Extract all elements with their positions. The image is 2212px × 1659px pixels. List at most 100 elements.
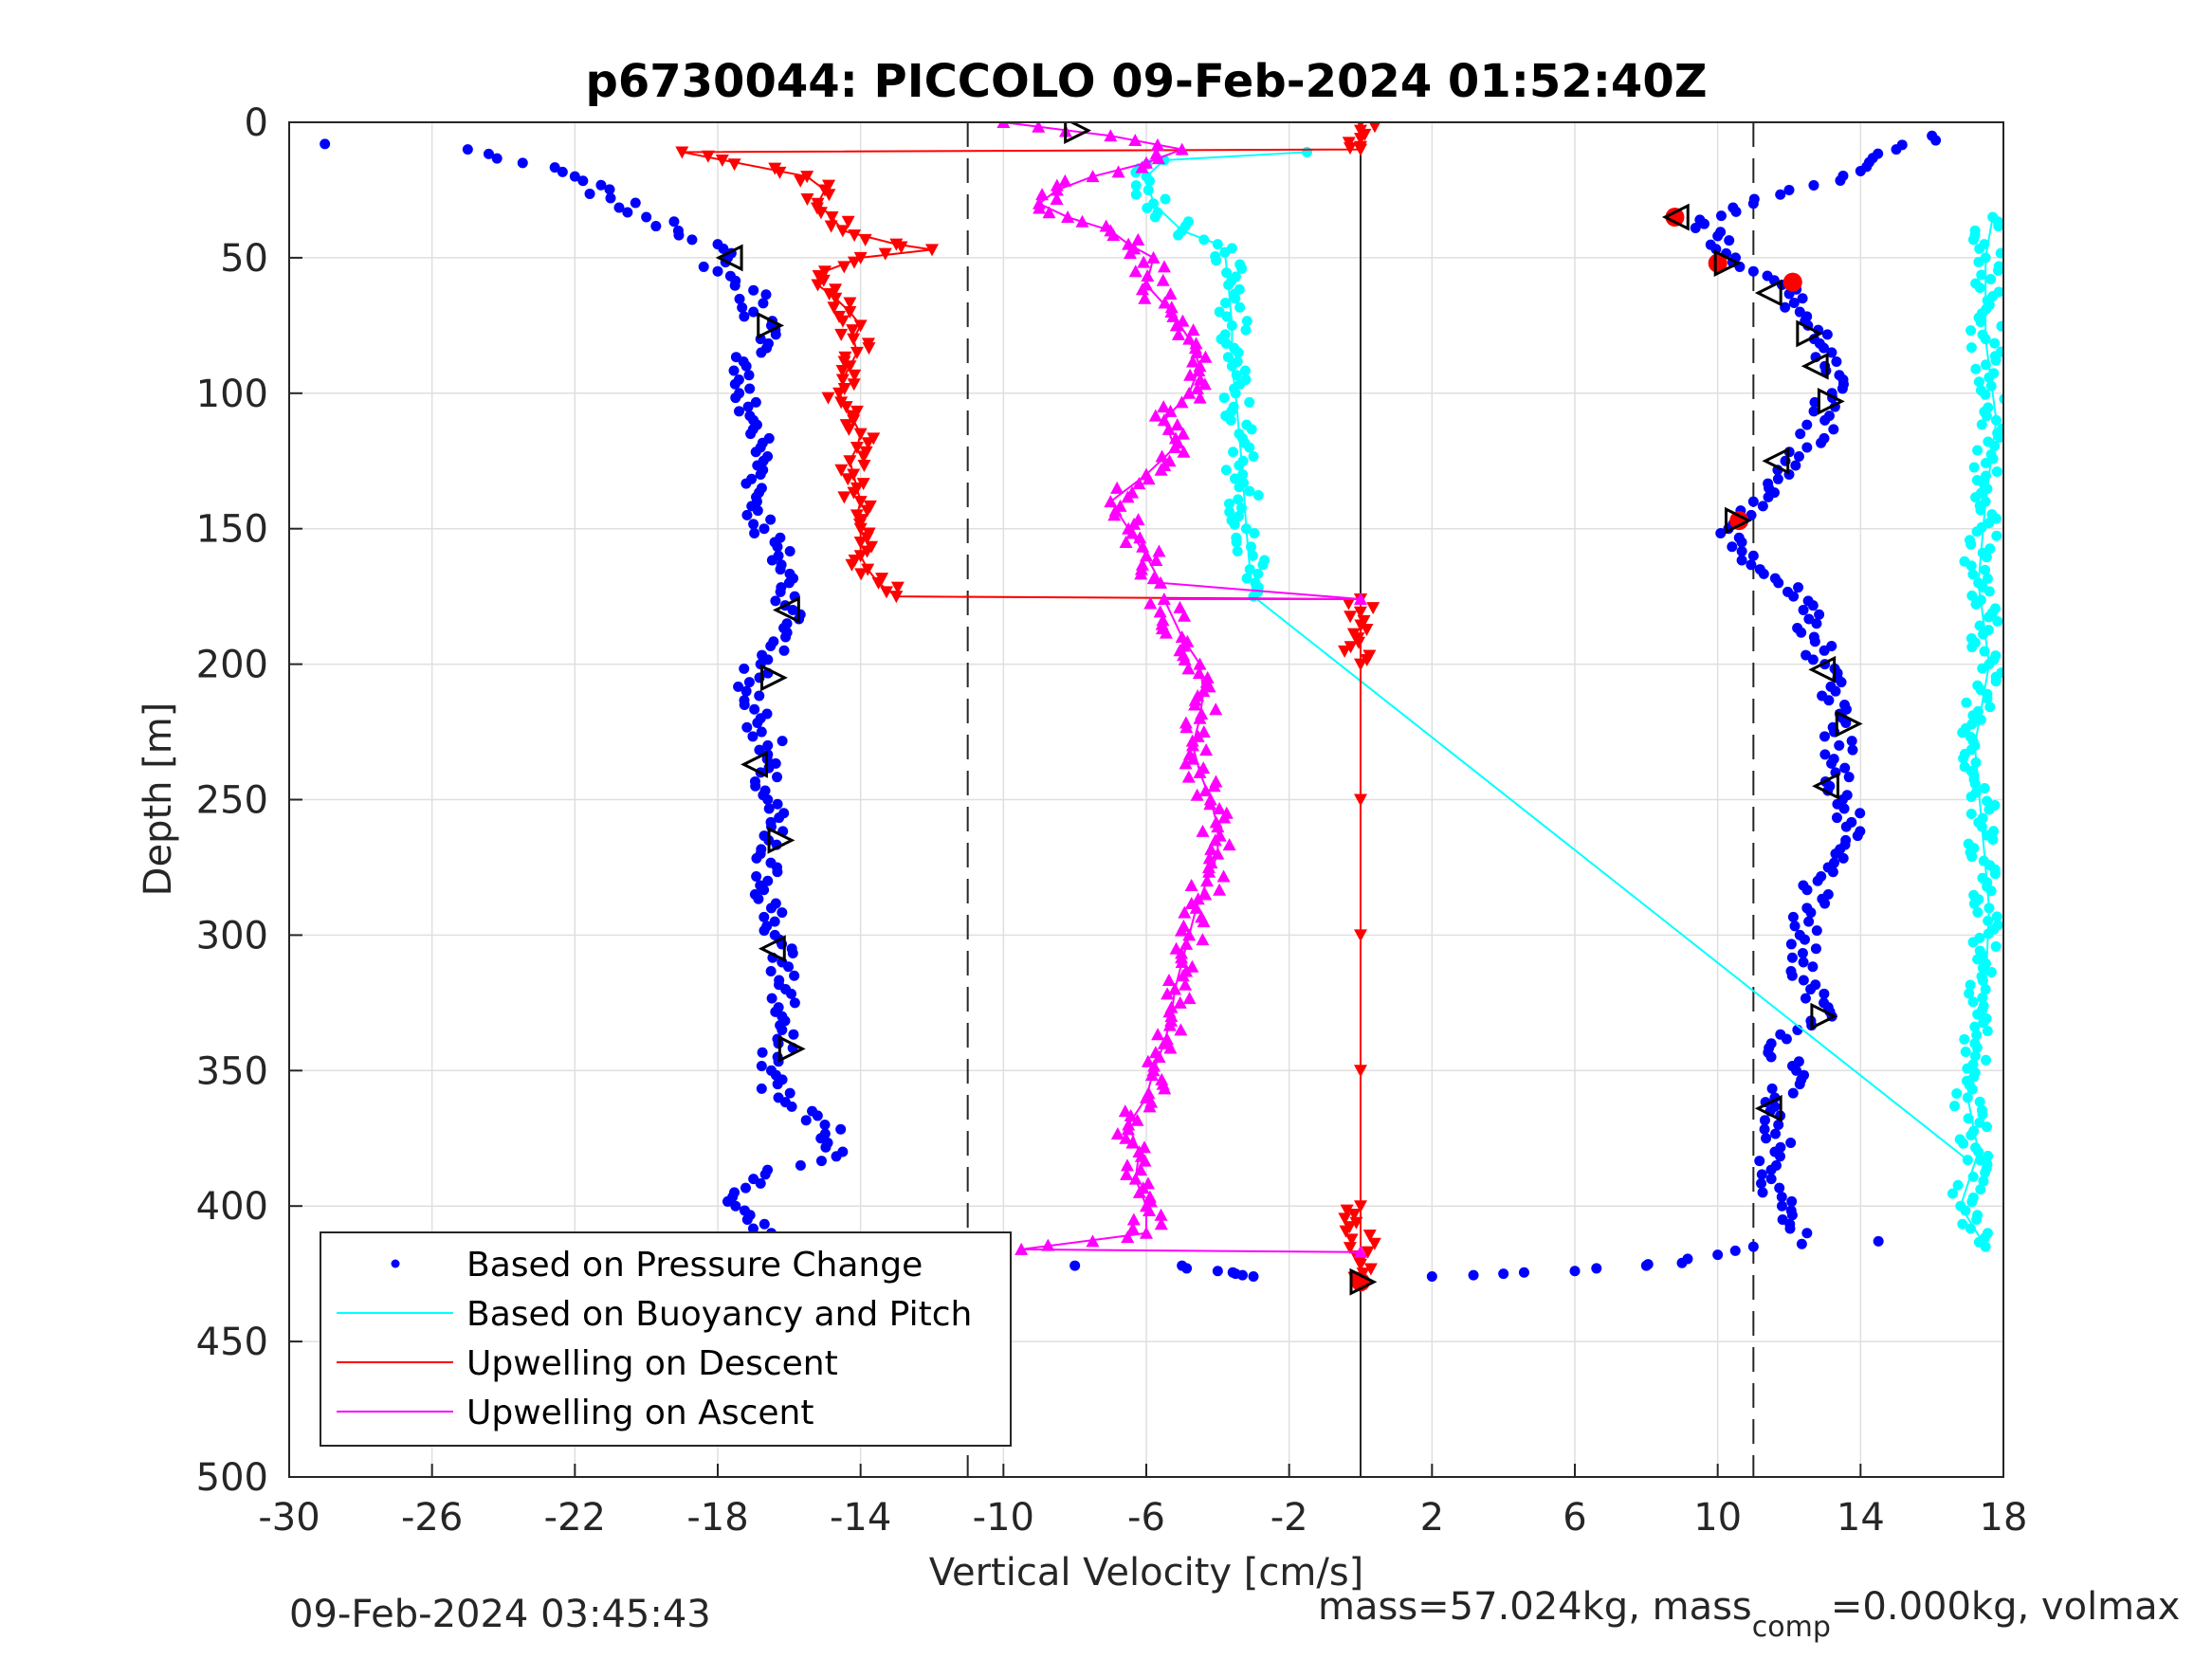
upwelling-on-ascent-point — [1137, 255, 1151, 268]
based-on-pressure-change-point — [1774, 1151, 1785, 1162]
upwelling-on-ascent-point — [1118, 1104, 1132, 1118]
based-on-buoyancy-and-pitch-point — [1973, 256, 1984, 267]
based-on-pressure-change-point — [820, 1141, 832, 1153]
based-on-pressure-change-point — [784, 1087, 795, 1099]
tick-layer: -30 -26 -22 -18 -14 -10 -6 -2 2 6 10 14 180501001502… — [196, 101, 2028, 1540]
upwelling-on-descent-point — [837, 491, 851, 504]
open-triangle-marker — [777, 1035, 806, 1063]
open-triangle-marker — [1661, 203, 1690, 231]
upwelling-on-ascent-point — [1193, 657, 1207, 670]
based-on-buoyancy-and-pitch-point — [1963, 1113, 1974, 1124]
based-on-pressure-change-point — [1831, 356, 1842, 367]
based-on-pressure-change-point — [1759, 1123, 1770, 1135]
based-on-buoyancy-and-pitch-point — [1977, 962, 1988, 974]
based-on-pressure-change-point — [1798, 975, 1809, 986]
based-on-buoyancy-and-pitch-point — [1219, 246, 1231, 258]
based-on-pressure-change-point — [815, 1156, 827, 1167]
upwelling-on-descent-point — [848, 229, 862, 243]
based-on-buoyancy-and-pitch-point — [1976, 419, 1987, 430]
x-tick-label: -30 — [258, 1496, 320, 1540]
based-on-pressure-change-point — [1775, 189, 1786, 200]
upwelling-on-ascent-point — [1197, 725, 1211, 738]
upwelling-on-ascent-point — [1209, 775, 1223, 788]
y-tick-label: 150 — [196, 508, 268, 552]
based-on-pressure-change-point — [819, 1119, 831, 1130]
based-on-pressure-change-point — [754, 744, 765, 756]
based-on-pressure-change-point — [1736, 555, 1747, 566]
based-on-buoyancy-and-pitch-point — [1218, 392, 1230, 404]
upwelling-on-ascent-point — [1035, 188, 1050, 201]
based-on-pressure-change-point — [1787, 1087, 1799, 1099]
open-triangle-marker — [1349, 1267, 1378, 1296]
open-triangle-marker — [772, 596, 800, 624]
upwelling-on-ascent-point — [1183, 368, 1197, 381]
based-on-buoyancy-and-pitch-point — [1974, 620, 1985, 631]
based-on-buoyancy-and-pitch-point — [1971, 1042, 1983, 1053]
based-on-pressure-change-point — [1754, 1156, 1765, 1167]
based-on-pressure-change-point — [1834, 739, 1845, 751]
upwelling-on-descent-point — [843, 306, 857, 319]
based-on-pressure-change-point — [734, 293, 745, 304]
upwelling-on-descent-point — [829, 283, 843, 297]
upwelling-on-ascent-point — [1135, 557, 1149, 571]
upwelling-on-descent-point — [834, 464, 849, 477]
upwelling-on-descent-point — [847, 333, 861, 346]
based-on-pressure-change-point — [1797, 947, 1808, 958]
upwelling-on-ascent-point — [1125, 485, 1140, 499]
based-on-pressure-change-point — [1807, 600, 1819, 611]
based-on-buoyancy-and-pitch-point — [1244, 442, 1255, 453]
upwelling-on-ascent-point — [1177, 445, 1191, 458]
based-on-buoyancy-and-pitch-point — [1965, 1129, 1977, 1140]
upwelling-on-ascent-point — [1143, 596, 1158, 610]
based-on-buoyancy-and-pitch-point — [1240, 324, 1252, 336]
based-on-pressure-change-point — [1761, 1133, 1772, 1144]
upwelling-on-ascent-point — [1146, 572, 1161, 585]
upwelling-on-ascent-point — [1110, 1126, 1124, 1139]
based-on-pressure-change-point — [722, 1195, 733, 1207]
based-on-pressure-change-point — [772, 541, 783, 553]
legend: Based on Pressure Change Based on Buoyanc… — [320, 1231, 1012, 1447]
based-on-buoyancy-and-pitch-point — [1947, 1188, 1958, 1199]
open-triangle-marker — [1064, 122, 1092, 145]
x-tick-label: 6 — [1563, 1496, 1586, 1540]
based-on-pressure-change-point — [730, 392, 741, 404]
based-on-pressure-change-point — [788, 1029, 799, 1040]
based-on-buoyancy-and-pitch-point — [1960, 1047, 1971, 1058]
based-on-pressure-change-point — [774, 812, 785, 824]
based-on-buoyancy-and-pitch-point — [1222, 352, 1234, 363]
upwelling-on-ascent-point — [1354, 592, 1367, 606]
based-on-pressure-change-point — [1798, 957, 1809, 968]
upwelling-on-ascent-point — [1195, 910, 1209, 923]
based-on-pressure-change-point — [1784, 1223, 1796, 1234]
upwelling-on-descent-point — [1338, 1212, 1352, 1226]
based-on-buoyancy-and-pitch-point — [1995, 247, 2003, 259]
upwelling-on-ascent-point — [1170, 418, 1184, 431]
upwelling-on-ascent-point — [1149, 554, 1163, 567]
based-on-pressure-change-point — [622, 207, 633, 218]
based-on-pressure-change-point — [1788, 298, 1800, 309]
based-on-pressure-change-point — [1791, 1065, 1802, 1076]
upwelling-on-descent-point — [846, 324, 860, 337]
based-on-buoyancy-and-pitch-point — [1983, 902, 1995, 914]
based-on-pressure-change-point — [759, 1218, 770, 1230]
upwelling-on-descent-point — [835, 364, 850, 377]
based-on-pressure-change-point — [1773, 577, 1784, 589]
upwelling-on-descent-point — [847, 414, 861, 428]
based-on-pressure-change-point — [740, 478, 752, 489]
based-on-pressure-change-point — [613, 202, 625, 213]
based-on-buoyancy-and-pitch-point — [1221, 267, 1233, 279]
upwelling-on-ascent-point — [1193, 359, 1207, 373]
upwelling-on-descent-point — [800, 192, 814, 206]
upwelling-on-ascent-point — [1182, 386, 1197, 399]
based-on-pressure-change-point — [1774, 1182, 1785, 1194]
based-on-buoyancy-and-pitch-point — [1249, 527, 1260, 538]
upwelling-on-descent-point — [1338, 645, 1352, 658]
upwelling-on-ascent-point — [1222, 838, 1236, 851]
based-on-buoyancy-and-pitch-point — [1220, 465, 1232, 476]
upwelling-on-ascent-point — [1086, 1234, 1100, 1248]
based-on-buoyancy-and-pitch-point — [1965, 979, 1976, 991]
upwelling-on-ascent-point — [1176, 427, 1190, 440]
based-on-pressure-change-point — [1838, 803, 1850, 814]
upwelling-on-ascent-point — [1197, 761, 1211, 775]
